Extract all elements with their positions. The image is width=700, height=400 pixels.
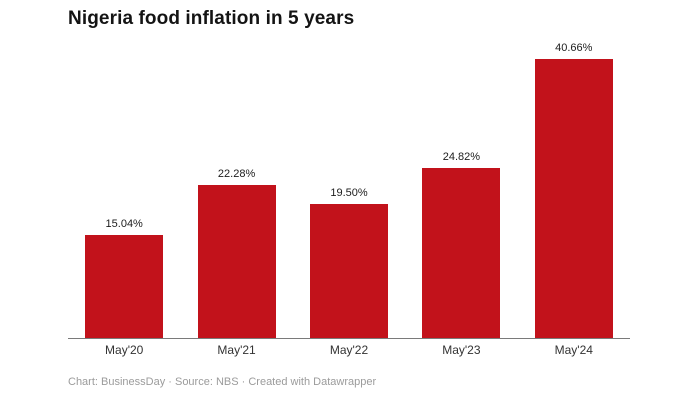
bar-may24 bbox=[534, 59, 613, 338]
chart-title: Nigeria food inflation in 5 years bbox=[68, 8, 355, 29]
x-axis-tick-label: May'22 bbox=[329, 343, 369, 357]
x-axis-tick-label: May'21 bbox=[217, 343, 256, 357]
bar-value-label: 22.28% bbox=[217, 168, 256, 181]
bar-may23 bbox=[422, 167, 501, 338]
bar-value-label: 15.04% bbox=[105, 217, 143, 230]
x-axis-tick-label: May'23 bbox=[442, 343, 481, 357]
bar-value-label: 24.82% bbox=[442, 150, 481, 163]
x-axis-tick-label: May'20 bbox=[105, 343, 144, 357]
chart-attribution: Chart: BusinessDay · Source: NBS · Creat… bbox=[68, 376, 377, 388]
bar-may22 bbox=[310, 204, 388, 338]
bar-value-label: 40.66% bbox=[555, 42, 593, 54]
bar-value-label: 19.50% bbox=[330, 187, 368, 200]
x-axis-line bbox=[68, 338, 630, 339]
bar-may20 bbox=[85, 234, 164, 338]
x-axis-tick-label: May'24 bbox=[554, 343, 593, 357]
bar-may21 bbox=[197, 185, 276, 338]
